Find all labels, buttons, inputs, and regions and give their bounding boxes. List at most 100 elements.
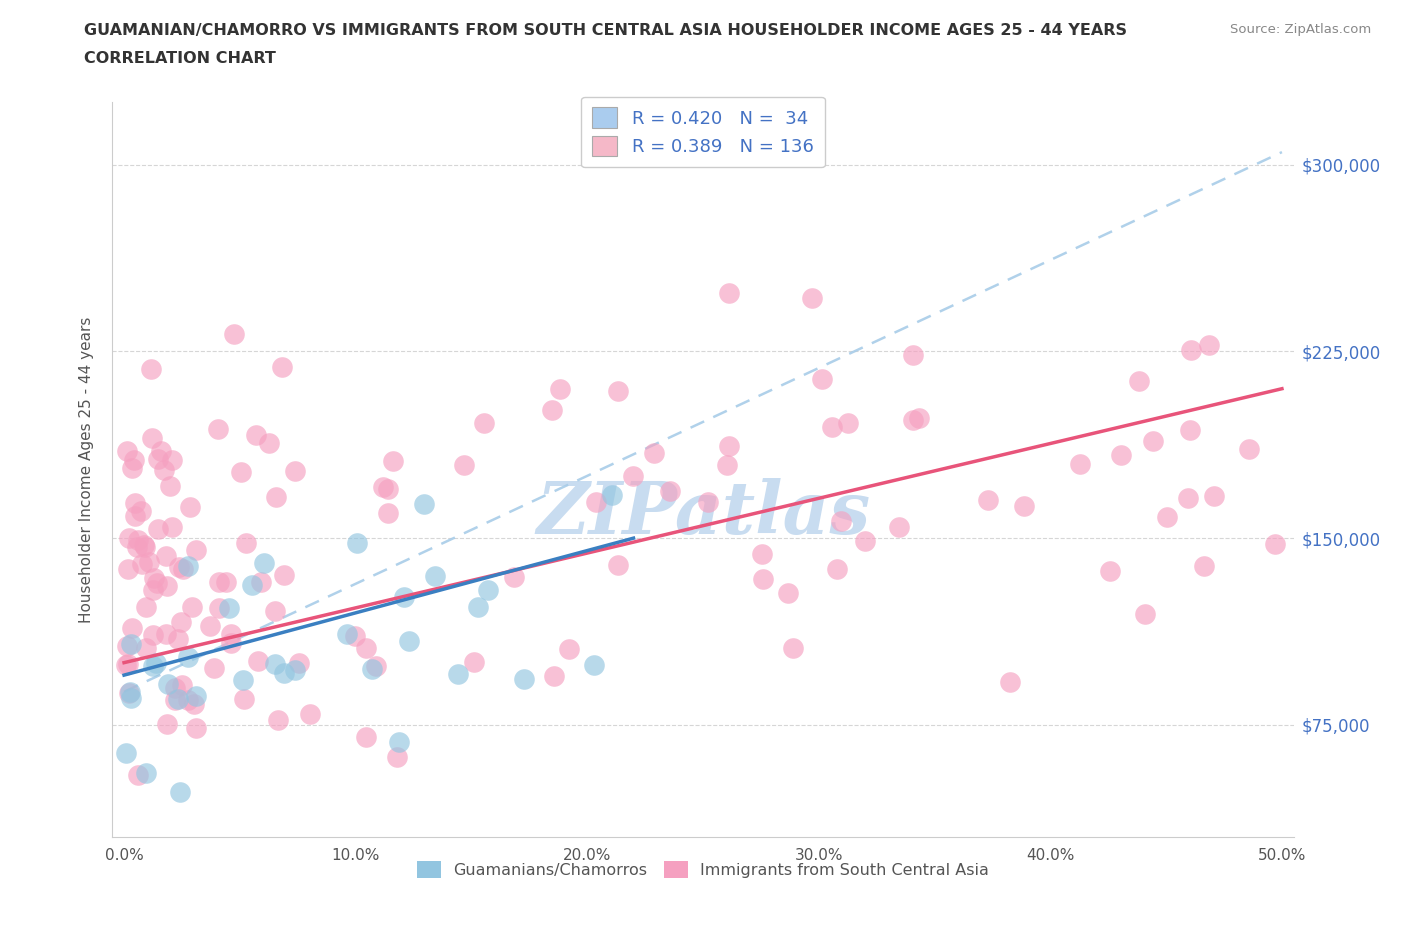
Point — [117, 562, 139, 577]
Point — [361, 661, 384, 676]
Point — [477, 583, 499, 598]
Point — [179, 499, 201, 514]
Point — [825, 562, 848, 577]
Point — [232, 672, 254, 687]
Point — [1069, 457, 1091, 472]
Point — [138, 555, 160, 570]
Point — [837, 416, 859, 431]
Point — [177, 693, 200, 708]
Point — [582, 658, 605, 672]
Point — [124, 509, 146, 524]
Point — [218, 601, 240, 616]
Point — [115, 638, 138, 653]
Point — [387, 750, 409, 764]
Point — [129, 504, 152, 519]
Text: CORRELATION CHART: CORRELATION CHART — [84, 51, 276, 66]
Point — [266, 490, 288, 505]
Point — [1180, 343, 1202, 358]
Point — [377, 506, 399, 521]
Point — [600, 487, 623, 502]
Point — [447, 667, 470, 682]
Point — [1198, 338, 1220, 352]
Point — [398, 633, 420, 648]
Point — [177, 558, 200, 573]
Point — [115, 444, 138, 458]
Point — [1204, 488, 1226, 503]
Point — [142, 582, 165, 597]
Point — [696, 495, 718, 510]
Point — [558, 642, 581, 657]
Point — [284, 663, 307, 678]
Point — [121, 620, 143, 635]
Point — [157, 676, 180, 691]
Point — [288, 656, 311, 671]
Point — [207, 422, 229, 437]
Point — [115, 745, 138, 760]
Point — [392, 590, 415, 604]
Point — [167, 560, 190, 575]
Point — [184, 720, 207, 735]
Point — [135, 600, 157, 615]
Point — [240, 578, 263, 592]
Point — [127, 539, 149, 554]
Point — [467, 599, 489, 614]
Point — [1111, 447, 1133, 462]
Legend: Guamanians/Chamorros, Immigrants from South Central Asia: Guamanians/Chamorros, Immigrants from So… — [411, 855, 995, 884]
Point — [231, 464, 253, 479]
Point — [219, 626, 242, 641]
Point — [172, 562, 194, 577]
Point — [127, 767, 149, 782]
Point — [423, 568, 446, 583]
Point — [1128, 374, 1150, 389]
Point — [245, 427, 267, 442]
Point — [853, 534, 876, 549]
Point — [1133, 607, 1156, 622]
Point — [163, 681, 186, 696]
Point — [165, 693, 187, 708]
Point — [541, 403, 564, 418]
Point — [800, 290, 823, 305]
Point — [718, 286, 741, 300]
Point — [153, 462, 176, 477]
Point — [120, 636, 142, 651]
Point — [263, 604, 285, 618]
Point — [135, 765, 157, 780]
Point — [381, 454, 404, 469]
Point — [371, 480, 394, 495]
Point — [388, 735, 411, 750]
Point — [453, 458, 475, 472]
Point — [907, 410, 929, 425]
Point — [782, 641, 804, 656]
Point — [887, 519, 910, 534]
Point — [503, 569, 526, 584]
Point — [901, 412, 924, 427]
Point — [118, 686, 141, 701]
Point — [208, 575, 231, 590]
Point — [177, 650, 200, 665]
Point — [127, 532, 149, 547]
Point — [120, 690, 142, 705]
Point — [1156, 510, 1178, 525]
Point — [346, 536, 368, 551]
Point — [224, 326, 246, 341]
Point — [249, 575, 271, 590]
Point — [1099, 564, 1122, 578]
Point — [134, 538, 156, 552]
Point — [830, 513, 852, 528]
Point — [998, 674, 1021, 689]
Point — [142, 571, 165, 586]
Point — [259, 435, 281, 450]
Point — [115, 658, 138, 672]
Y-axis label: Householder Income Ages 25 - 44 years: Householder Income Ages 25 - 44 years — [79, 316, 94, 623]
Point — [717, 438, 740, 453]
Point — [120, 684, 142, 699]
Point — [184, 689, 207, 704]
Point — [198, 618, 221, 633]
Point — [1264, 537, 1286, 551]
Point — [117, 657, 139, 671]
Point — [1142, 433, 1164, 448]
Point — [124, 495, 146, 510]
Point — [219, 636, 242, 651]
Point — [162, 520, 184, 535]
Point — [181, 600, 204, 615]
